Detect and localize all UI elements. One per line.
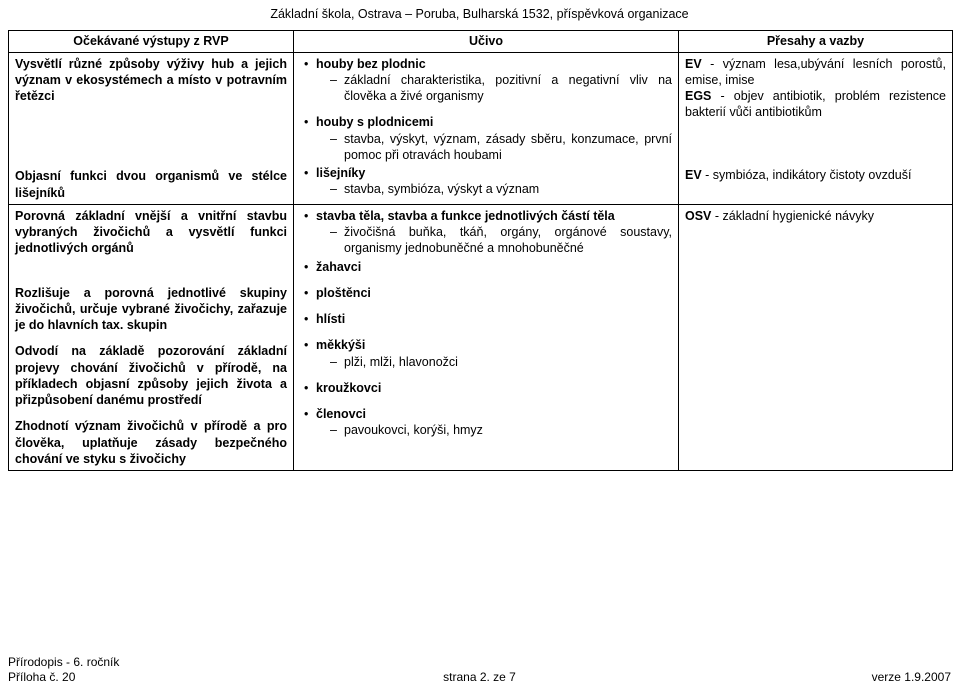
link-line: EGS - objev antibiotik, problém rezisten… (685, 88, 946, 121)
list-item: hlísti (316, 311, 672, 327)
col-header-outcomes: Očekávané výstupy z RVP (9, 31, 294, 52)
link-text: - význam lesa,ubývání lesních porostů, e… (685, 57, 946, 87)
link-code: EV (685, 57, 702, 71)
list-item: houby bez plodnic základní charakteristi… (316, 56, 672, 105)
dash-list: pavoukovci, korýši, hmyz (316, 422, 672, 438)
bullet-label: hlísti (316, 312, 345, 326)
link-line: OSV - základní hygienické návyky (685, 208, 946, 224)
bullet-label: měkkýši (316, 338, 365, 352)
outcome-p2: Objasní funkci dvou organismů ve stélce … (15, 168, 287, 201)
dash-item: stavba, výskyt, význam, zásady sběru, ko… (344, 131, 672, 164)
dash-item: živočišná buňka, tkáň, orgány, orgánové … (344, 224, 672, 257)
list-item: členovci pavoukovci, korýši, hmyz (316, 406, 672, 439)
bullet-label: členovci (316, 407, 366, 421)
page-footer: Přírodopis - 6. ročník Příloha č. 20 str… (8, 655, 951, 686)
dash-list: stavba, výskyt, význam, zásady sběru, ko… (316, 131, 672, 164)
link-text: - symbióza, indikátory čistoty ovzduší (702, 168, 912, 182)
bullet-label: žahavci (316, 260, 361, 274)
list-item: lišejníky stavba, symbióza, výskyt a výz… (316, 165, 672, 198)
dash-list: základní charakteristika, pozitivní a ne… (316, 72, 672, 105)
table-header-row: Očekávané výstupy z RVP Učivo Přesahy a … (9, 31, 953, 52)
footer-subject: Přírodopis - 6. ročník (8, 655, 119, 671)
link-text: - základní hygienické návyky (711, 209, 874, 223)
outcome-p2: Rozlišuje a porovná jednotlivé skupiny ž… (15, 285, 287, 334)
dash-list: plži, mlži, hlavonožci (316, 354, 672, 370)
bullet-label: ploštěnci (316, 286, 371, 300)
table-row: Porovná základní vnější a vnitřní stavbu… (9, 204, 953, 470)
bullet-list: stavba těla, stavba a funkce jednotlivýc… (300, 208, 672, 439)
outcome-p1: Vysvětlí různé způsoby výživy hub a jeji… (15, 56, 287, 105)
link-line: EV - význam lesa,ubývání lesních porostů… (685, 56, 946, 89)
curriculum-table: Očekávané výstupy z RVP Učivo Přesahy a … (8, 30, 953, 471)
spacer (685, 121, 946, 167)
list-item: houby s plodnicemi stavba, výskyt, význa… (316, 114, 672, 163)
bullet-label: houby bez plodnic (316, 57, 426, 71)
outcome-p4: Zhodnotí význam živočichů v přírodě a pr… (15, 418, 287, 467)
list-item: kroužkovci (316, 380, 672, 396)
school-name: Základní škola, Ostrava – Poruba, Bulhar… (270, 7, 688, 21)
link-code: OSV (685, 209, 711, 223)
list-item: žahavci (316, 259, 672, 275)
table-row: Vysvětlí různé způsoby výživy hub a jeji… (9, 52, 953, 204)
dash-item: základní charakteristika, pozitivní a ne… (344, 72, 672, 105)
bullet-list: houby bez plodnic základní charakteristi… (300, 56, 672, 198)
footer-page-label: strana (443, 670, 480, 684)
bullet-label: houby s plodnicemi (316, 115, 433, 129)
footer-page-of: ze 7 (490, 670, 516, 684)
cell-links-2: OSV - základní hygienické návyky (679, 204, 953, 470)
list-item: měkkýši plži, mlži, hlavonožci (316, 337, 672, 370)
bullet-label: lišejníky (316, 166, 365, 180)
dash-item: pavoukovci, korýši, hmyz (344, 422, 672, 438)
footer-page-num: 2. (480, 670, 490, 684)
link-code: EGS (685, 89, 711, 103)
list-item: stavba těla, stavba a funkce jednotlivýc… (316, 208, 672, 257)
cell-outcomes-1: Vysvětlí různé způsoby výživy hub a jeji… (9, 52, 294, 204)
link-line: EV - symbióza, indikátory čistoty ovzduš… (685, 167, 946, 183)
cell-curriculum-1: houby bez plodnic základní charakteristi… (294, 52, 679, 204)
page-header: Základní škola, Ostrava – Poruba, Bulhar… (0, 0, 959, 30)
cell-links-1: EV - význam lesa,ubývání lesních porostů… (679, 52, 953, 204)
footer-center: strana 2. ze 7 (8, 670, 951, 686)
outcome-p1: Porovná základní vnější a vnitřní stavbu… (15, 208, 287, 257)
dash-item: stavba, symbióza, výskyt a význam (344, 181, 672, 197)
bullet-label: stavba těla, stavba a funkce jednotlivýc… (316, 208, 672, 224)
bullet-label: kroužkovci (316, 381, 381, 395)
dash-list: stavba, symbióza, výskyt a význam (316, 181, 672, 197)
cell-outcomes-2: Porovná základní vnější a vnitřní stavbu… (9, 204, 294, 470)
list-item: ploštěnci (316, 285, 672, 301)
cell-curriculum-2: stavba těla, stavba a funkce jednotlivýc… (294, 204, 679, 470)
link-code: EV (685, 168, 702, 182)
col-header-links: Přesahy a vazby (679, 31, 953, 52)
link-text: - objev antibiotik, problém rezistence b… (685, 89, 946, 119)
dash-item: plži, mlži, hlavonožci (344, 354, 672, 370)
outcome-p3: Odvodí na základě pozorování základní pr… (15, 343, 287, 408)
dash-list: živočišná buňka, tkáň, orgány, orgánové … (316, 224, 672, 257)
col-header-curriculum: Učivo (294, 31, 679, 52)
